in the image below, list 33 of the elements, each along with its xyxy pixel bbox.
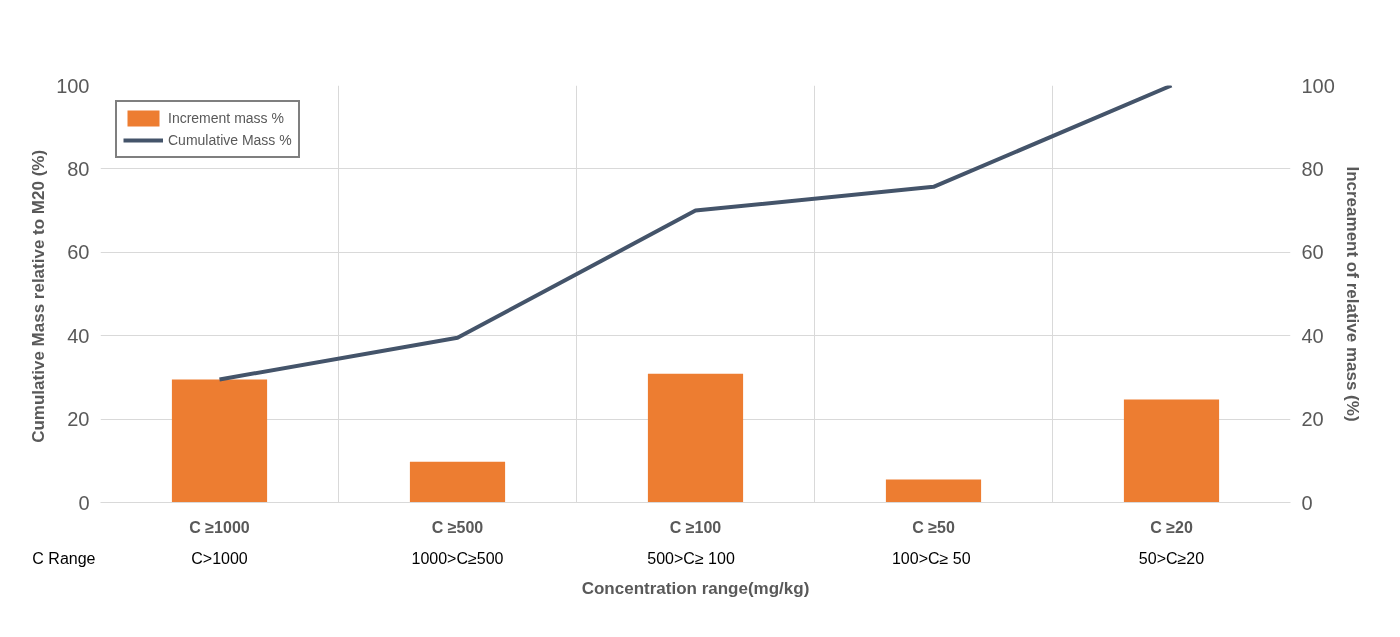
- x-axis-title: Concentration range(mg/kg): [581, 578, 810, 598]
- y2-tick-label: 20: [1301, 408, 1324, 431]
- y-tick-label: 60: [67, 241, 90, 264]
- y-axis-title: Cumulative Mass relative to M20 (%): [29, 149, 49, 443]
- text: C>1000: [191, 550, 248, 567]
- text: 500>C≥ 100: [647, 550, 735, 567]
- text: C Range: [32, 550, 96, 567]
- y2-tick-label: 100: [1301, 74, 1335, 97]
- y2-tick-label: 80: [1301, 157, 1324, 180]
- bar: [409, 461, 506, 503]
- y2-tick-label: 0: [1301, 491, 1313, 514]
- x-tick-label: C ≥20: [1150, 518, 1193, 536]
- y-tick-label: 40: [67, 324, 90, 347]
- x-tick-label: C ≥1000: [189, 518, 250, 536]
- y2-tick-label: 60: [1301, 241, 1324, 264]
- y2-axis-title: Increament of relative mass (%): [1342, 166, 1362, 422]
- bar: [885, 479, 982, 503]
- text: 100>C≥ 50: [891, 550, 971, 567]
- y-tick-label: 80: [67, 157, 90, 180]
- bar: [1123, 399, 1220, 503]
- x-tick-label: C ≥50: [912, 518, 955, 536]
- bar: [171, 379, 268, 503]
- y2-tick-label: 40: [1301, 324, 1324, 347]
- y-tick-label: 100: [56, 74, 90, 97]
- x-tick-label: C ≥100: [669, 518, 722, 536]
- y-tick-label: 20: [67, 408, 90, 431]
- text: 50>C≥20: [1138, 550, 1205, 567]
- legend-label: Cumulative Mass %: [168, 132, 292, 148]
- bar: [647, 373, 744, 503]
- y-tick-label: 0: [78, 491, 90, 514]
- text: 1000>C≥500: [411, 550, 504, 567]
- legend-label: Increment mass %: [168, 110, 284, 126]
- x-tick-label: C ≥500: [431, 518, 484, 536]
